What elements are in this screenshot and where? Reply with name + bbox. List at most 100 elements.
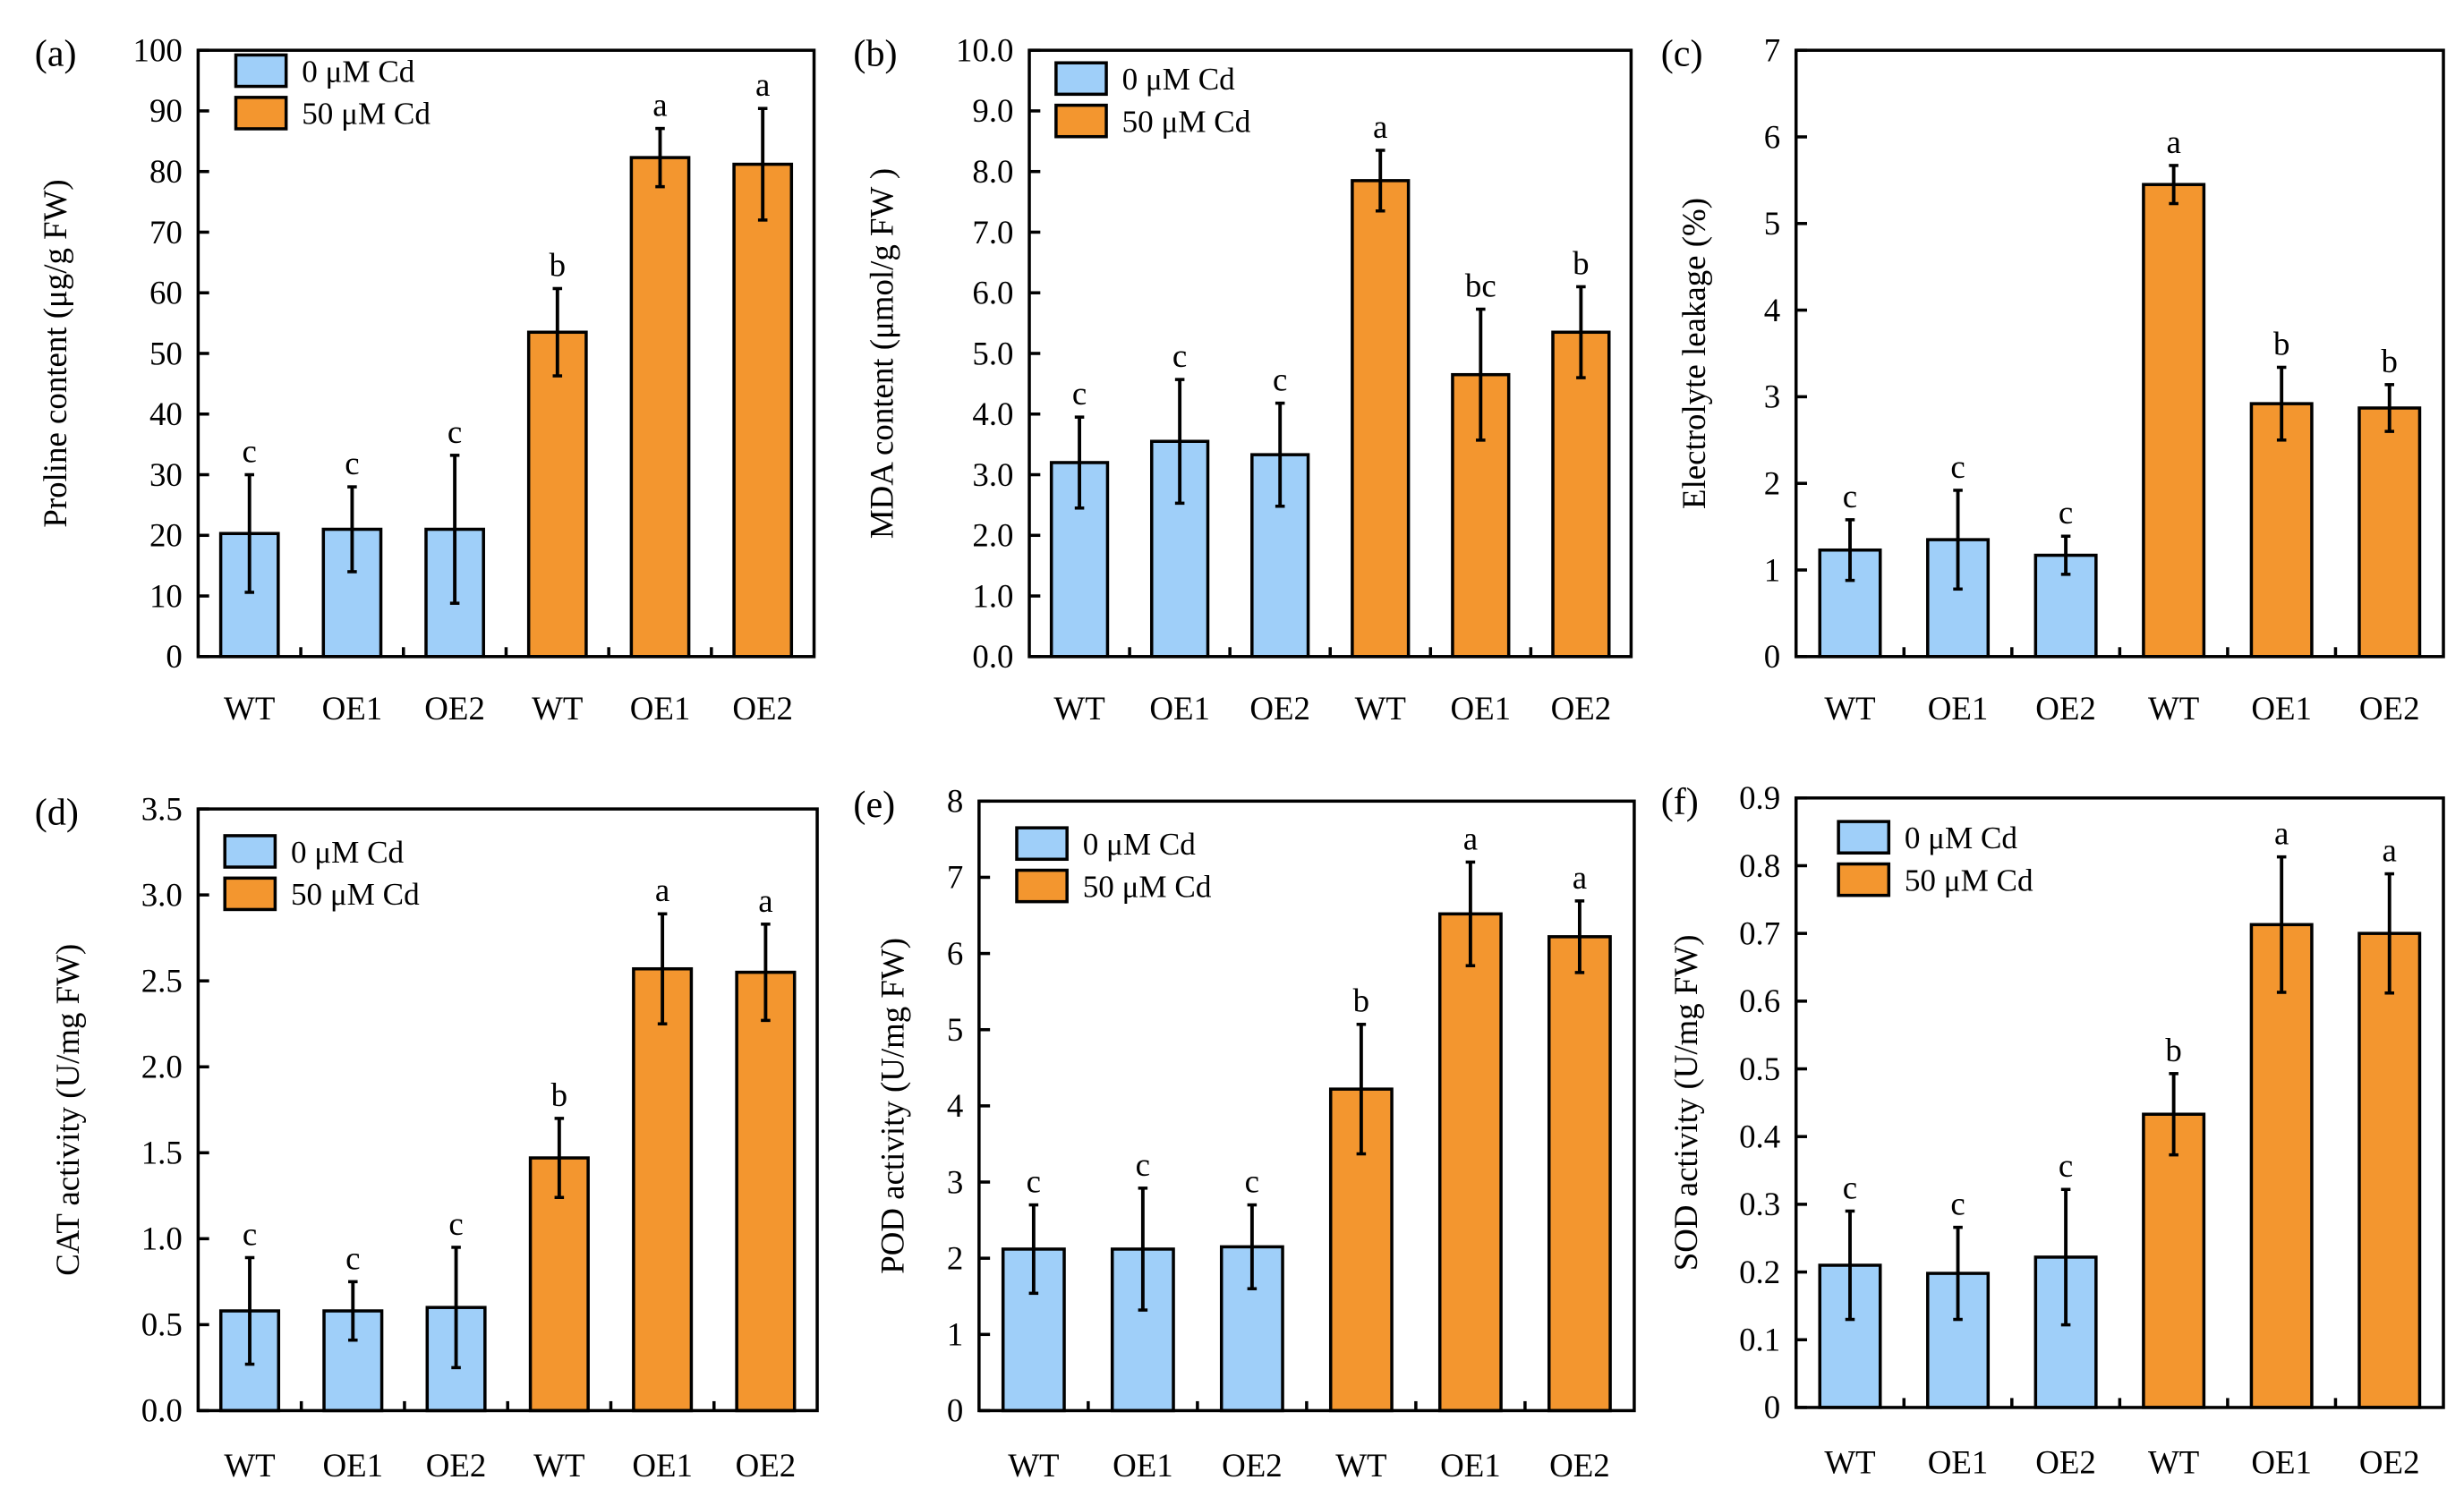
bar [632, 966, 694, 1413]
chart-panel-f: (f) c WT c OE1 c OE2 b WT a OE1 a OE2 0 0.1 0.2 0.3 0.4 0.… [1661, 779, 2445, 1481]
significance-letter: b [1353, 982, 1369, 1019]
y-tick-label: 20 [149, 517, 183, 554]
bar [528, 1156, 590, 1413]
y-tick-label: 10.0 [956, 31, 1014, 68]
significance-letter: c [1172, 337, 1187, 374]
panel-label: (a) [35, 33, 77, 75]
significance-letter: a [2383, 832, 2397, 869]
significance-letter: c [1136, 1146, 1150, 1183]
legend: 0 μM Cd 50 μM Cd [234, 53, 431, 132]
y-tick-label: 2.0 [972, 517, 1013, 554]
y-tick-label: 5 [1764, 205, 1780, 242]
significance-letter: a [2274, 815, 2289, 852]
significance-letter: b [551, 1076, 567, 1113]
y-tick-label: 7 [1764, 31, 1780, 68]
legend-label: 0 μM Cd [302, 54, 415, 89]
y-tick-label: 5.0 [972, 335, 1013, 371]
y-tick-label: 100 [133, 31, 183, 68]
legend-swatch [1015, 868, 1069, 904]
y-tick-label: 2.0 [141, 1049, 183, 1085]
panel-label: (c) [1661, 33, 1703, 75]
y-tick-label: 1 [1764, 551, 1780, 588]
panel-label: (b) [853, 33, 897, 75]
plot-frame [196, 807, 819, 1413]
y-axis-label: MDA content (μmol/g FW ) [863, 168, 900, 539]
y-tick-label: 2.5 [141, 962, 183, 999]
legend-swatch [234, 53, 288, 89]
legend: 0 μM Cd 50 μM Cd [1054, 61, 1251, 139]
significance-letter: a [1573, 859, 1587, 896]
y-tick-label: 0.0 [141, 1392, 183, 1429]
y-axis-label: SOD activity (U/mg FW) [1667, 935, 1705, 1272]
x-tick-label: OE1 [1440, 1447, 1501, 1484]
y-tick-label: 6 [947, 935, 963, 972]
legend-label: 0 μM Cd [291, 835, 405, 870]
y-tick-label: 90 [149, 92, 183, 129]
significance-letter: b [2273, 325, 2289, 361]
significance-letter: b [1573, 244, 1589, 281]
y-tick-label: 0.7 [1739, 914, 1780, 951]
x-tick-label: OE1 [1928, 1444, 1989, 1481]
x-tick-label: OE2 [1249, 690, 1310, 727]
bar [2357, 931, 2422, 1409]
x-tick-label: WT [1355, 690, 1406, 727]
x-tick-label: OE1 [323, 1447, 384, 1484]
x-tick-label: OE1 [630, 690, 691, 727]
bar [2357, 406, 2422, 659]
bar [2249, 402, 2314, 659]
y-tick-label: 7.0 [972, 214, 1013, 251]
y-tick-label: 0.0 [972, 638, 1013, 675]
x-tick-label: OE1 [322, 690, 383, 727]
x-tick-label: OE1 [1451, 690, 1512, 727]
plot-frame [196, 48, 816, 659]
x-tick-label: OE2 [2359, 1444, 2420, 1481]
x-tick-label: WT [2148, 1444, 2199, 1481]
significance-letter: c [1273, 361, 1287, 398]
x-tick-label: WT [532, 690, 583, 727]
y-tick-label: 1.5 [141, 1135, 183, 1171]
legend-swatch [1837, 862, 1891, 897]
significance-letter: c [2059, 494, 2073, 531]
significance-letter: c [1950, 448, 1965, 485]
y-tick-label: 3.0 [141, 876, 183, 913]
significance-letter: c [1843, 478, 1857, 515]
x-tick-label: OE1 [2251, 1444, 2312, 1481]
significance-letter: c [448, 413, 462, 450]
y-tick-label: 0 [166, 638, 182, 675]
y-tick-label: 3.0 [972, 456, 1013, 493]
panel-label: (e) [853, 784, 895, 826]
significance-letter: c [243, 1215, 257, 1252]
y-tick-label: 2 [1764, 464, 1780, 501]
significance-letter: bc [1465, 267, 1496, 303]
y-axis-label: Electrolyte leakage (%) [1675, 198, 1713, 509]
y-tick-label: 5 [947, 1011, 963, 1048]
significance-letter: c [2059, 1147, 2073, 1184]
bar [732, 162, 794, 659]
bar [1437, 912, 1503, 1413]
y-tick-label: 6.0 [972, 275, 1013, 311]
significance-letter: a [755, 66, 770, 103]
significance-letter: c [1245, 1163, 1259, 1200]
x-tick-label: OE2 [424, 690, 485, 727]
bar [526, 330, 588, 659]
chart-panel-a: (a) c WT c OE1 c OE2 b WT a OE1 a OE2 0 10 20 30 40 50 60 70… [35, 31, 816, 727]
legend-swatch [1837, 820, 1891, 855]
x-tick-label: WT [533, 1447, 584, 1484]
bar [1551, 330, 1611, 659]
bar [2249, 923, 2314, 1409]
y-tick-label: 0 [1764, 638, 1780, 675]
y-tick-label: 1 [947, 1316, 963, 1353]
y-tick-label: 0.5 [1739, 1050, 1780, 1087]
x-tick-label: OE1 [2251, 690, 2312, 727]
legend-label: 50 μM Cd [302, 97, 431, 132]
x-tick-label: WT [2148, 690, 2199, 727]
significance-letter: a [758, 882, 772, 919]
y-tick-label: 4 [947, 1087, 963, 1124]
x-tick-label: OE1 [1928, 690, 1989, 727]
y-tick-label: 7 [947, 859, 963, 896]
y-tick-label: 0.6 [1739, 982, 1780, 1019]
plot-frame [1794, 48, 2445, 659]
y-tick-label: 0.5 [141, 1306, 183, 1343]
plot-frame [1794, 796, 2445, 1409]
